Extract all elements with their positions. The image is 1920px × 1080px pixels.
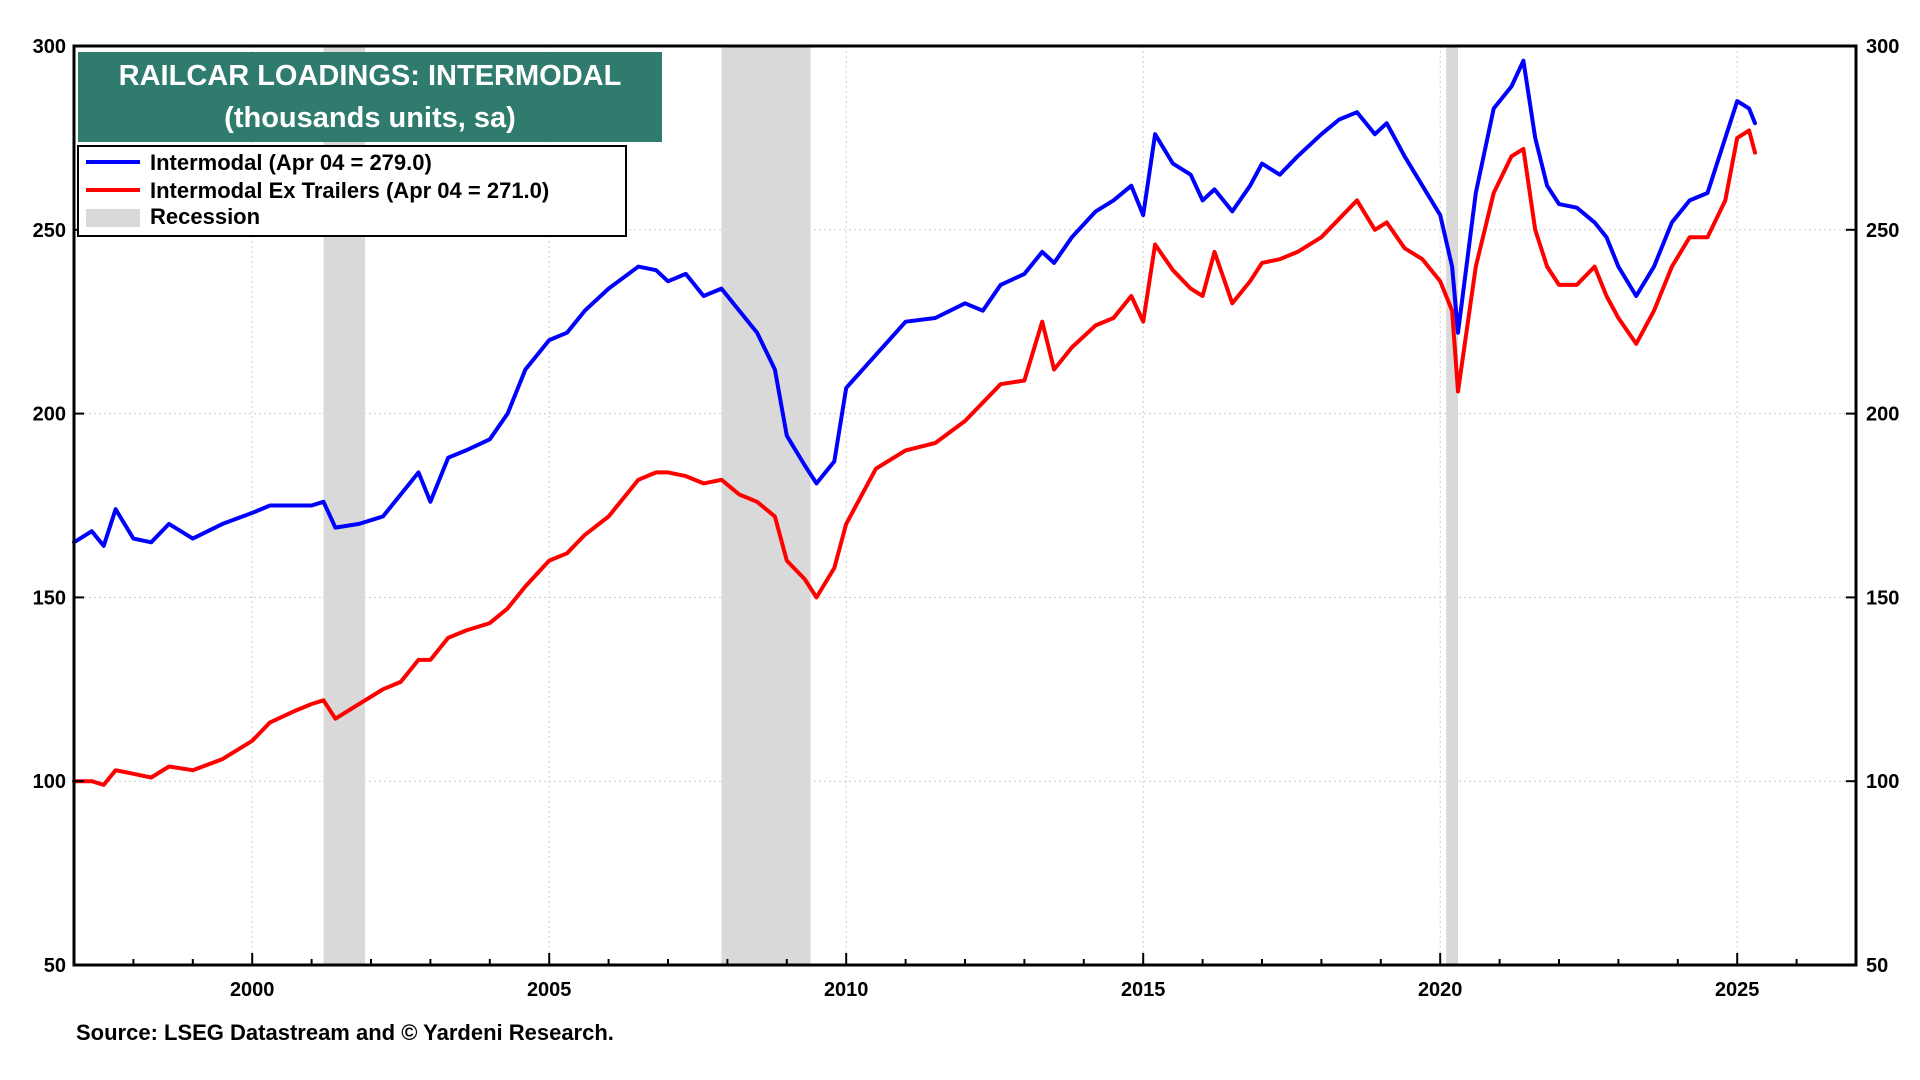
y-tick-label-right-50: 50	[1866, 955, 1888, 977]
title-background	[78, 52, 662, 142]
axis-ticks: 50 50 100 100 150 150 200 200 250 250 300 300 2000 20…	[33, 36, 1900, 1001]
recession-band-2	[1446, 46, 1459, 965]
chart-title: RAILCAR LOADINGS: INTERMODAL	[119, 60, 622, 92]
x-tick-label-2005: 2005	[527, 979, 572, 1001]
x-tick-label-2020: 2020	[1418, 979, 1463, 1001]
title-box: RAILCAR LOADINGS: INTERMODAL (thousands …	[78, 52, 662, 142]
y-tick-label-right-150: 150	[1866, 587, 1899, 609]
y-tick-label-right-100: 100	[1866, 771, 1899, 793]
y-tick-label-left-300: 300	[33, 36, 66, 58]
y-tick-label-left-200: 200	[33, 404, 66, 426]
legend-swatch-recession	[86, 209, 140, 227]
legend-label-ex-trailers: Intermodal Ex Trailers (Apr 04 = 271.0)	[150, 178, 549, 203]
recession-band-1	[721, 46, 811, 965]
legend-box	[77, 145, 627, 237]
x-tick-label-2010: 2010	[824, 979, 869, 1001]
chart-subtitle: (thousands units, sa)	[224, 102, 516, 134]
legend-label-recession: Recession	[150, 204, 260, 229]
x-tick-label-2000: 2000	[230, 979, 275, 1001]
series-line-intermodal	[72, 58, 1757, 548]
y-tick-label-right-300: 300	[1866, 36, 1899, 58]
series-lines	[72, 58, 1757, 787]
series-line-intermodal-ex-trailers	[72, 128, 1757, 787]
legend-label-intermodal: Intermodal (Apr 04 = 279.0)	[150, 150, 432, 175]
y-tick-label-right-250: 250	[1866, 220, 1899, 242]
y-tick-label-left-150: 150	[33, 587, 66, 609]
y-tick-label-left-50: 50	[44, 955, 66, 977]
source-note: Source: LSEG Datastream and © Yardeni Re…	[76, 1020, 614, 1045]
legend: Intermodal (Apr 04 = 279.0) Intermodal E…	[77, 145, 627, 237]
x-tick-label-2015: 2015	[1121, 979, 1166, 1001]
y-tick-label-left-250: 250	[33, 220, 66, 242]
x-tick-label-2025: 2025	[1715, 979, 1760, 1001]
y-tick-label-right-200: 200	[1866, 404, 1899, 426]
y-tick-label-left-100: 100	[33, 771, 66, 793]
